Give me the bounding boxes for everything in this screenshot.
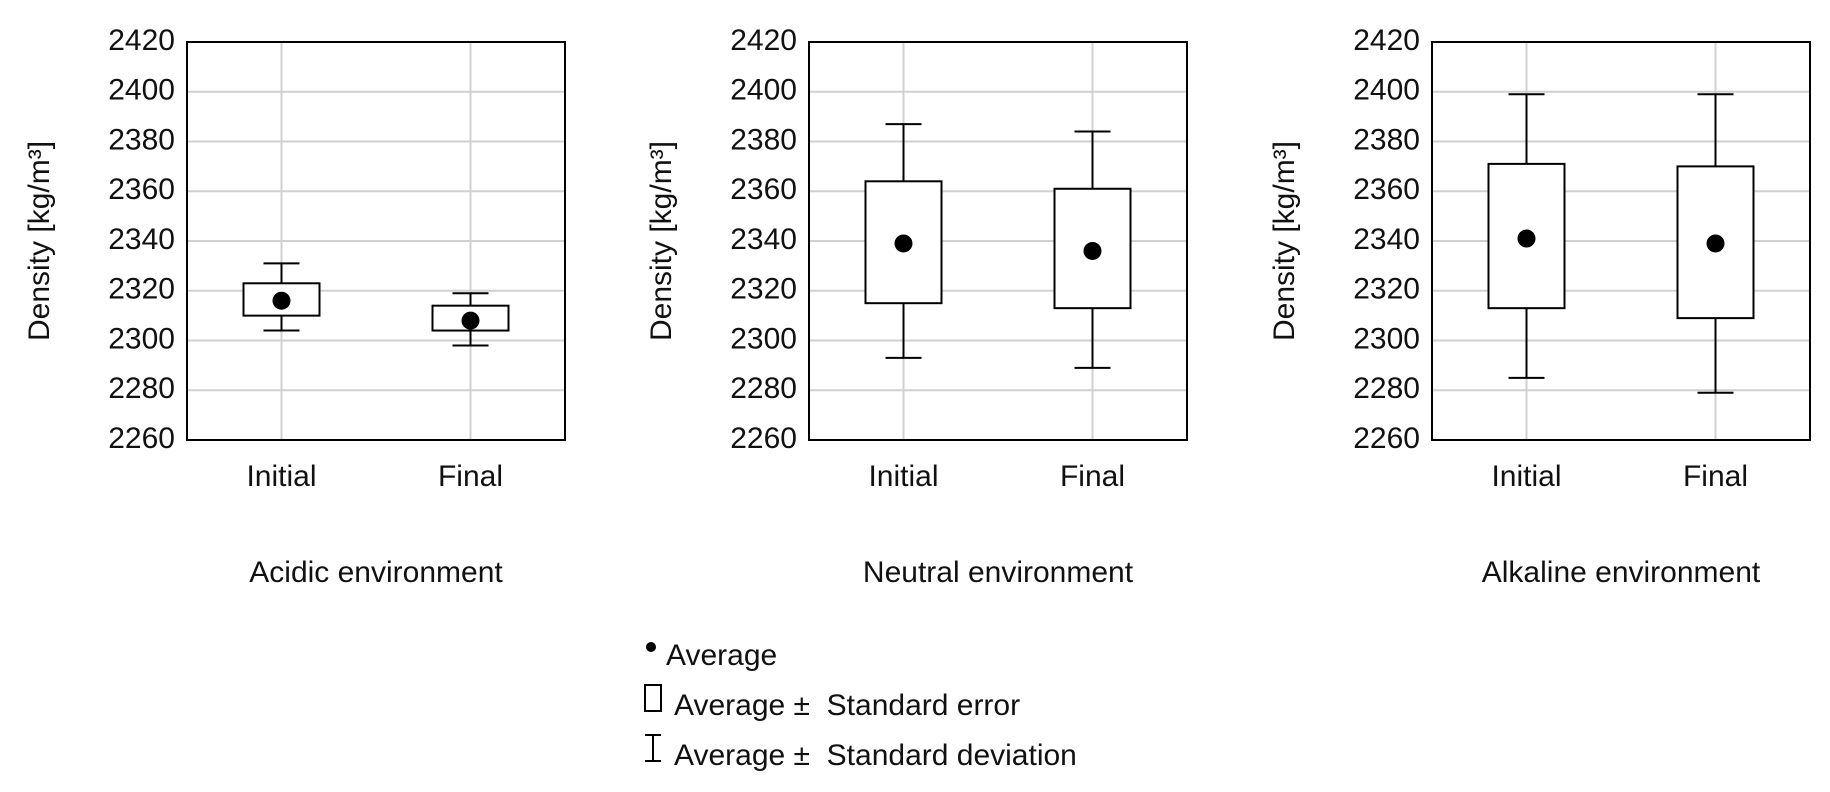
y-tick-label: 2260 xyxy=(730,422,797,455)
y-tick-label: 2340 xyxy=(1353,223,1420,256)
x-tick-label: Initial xyxy=(246,460,316,493)
x-tick-label: Initial xyxy=(1491,460,1561,493)
y-tick-label: 2280 xyxy=(108,372,175,405)
y-tick-label: 2320 xyxy=(108,273,175,306)
x-axis-label: Neutral environment xyxy=(863,556,1134,589)
legend-box-icon xyxy=(644,684,662,712)
mean-dot xyxy=(894,234,913,253)
legend-label: Average xyxy=(666,639,777,672)
x-tick-label: Initial xyxy=(868,460,938,493)
y-axis-label: Density [kg/m³] xyxy=(645,141,678,341)
y-tick-label: 2380 xyxy=(108,123,175,156)
y-tick-label: 2300 xyxy=(108,322,175,355)
plot-frame xyxy=(186,41,566,441)
legend-whisker-icon xyxy=(645,734,661,762)
mean-dot xyxy=(272,291,291,310)
y-tick-label: 2340 xyxy=(730,223,797,256)
y-tick-label: 2300 xyxy=(730,322,797,355)
y-tick-label: 2360 xyxy=(108,173,175,206)
mean-dot xyxy=(1083,241,1102,260)
legend-label: Average ± Standard deviation xyxy=(674,739,1077,772)
y-tick-label: 2420 xyxy=(108,24,175,57)
y-tick-label: 2380 xyxy=(730,123,797,156)
y-tick-label: 2280 xyxy=(1353,372,1420,405)
y-tick-label: 2420 xyxy=(1353,24,1420,57)
x-tick-label: Final xyxy=(438,460,503,493)
y-tick-label: 2400 xyxy=(730,74,797,107)
legend-mean-icon xyxy=(646,642,656,652)
mean-dot xyxy=(1706,234,1725,253)
x-tick-label: Final xyxy=(1060,460,1125,493)
y-tick-label: 2260 xyxy=(108,422,175,455)
plot-frame xyxy=(808,41,1188,441)
y-tick-label: 2360 xyxy=(730,173,797,206)
x-axis-label: Alkaline environment xyxy=(1482,556,1761,589)
legend-label: Average ± Standard error xyxy=(674,689,1020,722)
x-tick-label: Final xyxy=(1683,460,1748,493)
plot-frame xyxy=(1431,41,1811,441)
mean-dot xyxy=(1517,229,1536,248)
y-tick-label: 2400 xyxy=(108,74,175,107)
x-axis-label: Acidic environment xyxy=(249,556,503,589)
y-tick-label: 2320 xyxy=(730,273,797,306)
y-tick-label: 2400 xyxy=(1353,74,1420,107)
y-tick-label: 2320 xyxy=(1353,273,1420,306)
y-tick-label: 2380 xyxy=(1353,123,1420,156)
y-tick-label: 2420 xyxy=(730,24,797,57)
y-tick-label: 2260 xyxy=(1353,422,1420,455)
y-tick-label: 2340 xyxy=(108,223,175,256)
mean-dot xyxy=(461,311,480,330)
y-tick-label: 2300 xyxy=(1353,322,1420,355)
y-tick-label: 2280 xyxy=(730,372,797,405)
y-axis-label: Density [kg/m³] xyxy=(23,141,56,341)
y-tick-label: 2360 xyxy=(1353,173,1420,206)
y-axis-label: Density [kg/m³] xyxy=(1268,141,1301,341)
